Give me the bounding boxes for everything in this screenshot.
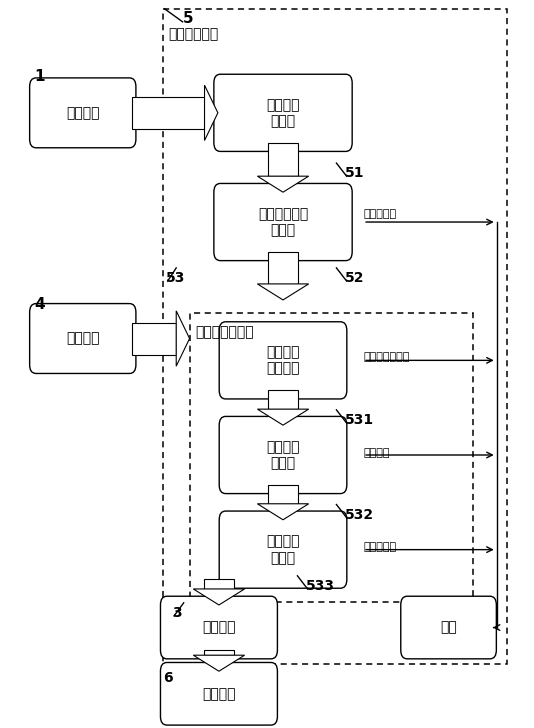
FancyBboxPatch shape (219, 416, 347, 494)
Bar (204, 650, 234, 655)
Text: 3: 3 (172, 606, 182, 620)
Polygon shape (257, 176, 309, 192)
Text: 1: 1 (35, 69, 45, 84)
Text: 532: 532 (344, 507, 374, 522)
Text: 52: 52 (344, 271, 364, 285)
FancyBboxPatch shape (160, 596, 278, 659)
FancyBboxPatch shape (400, 596, 497, 659)
Text: 交叉匹配子模块: 交叉匹配子模块 (195, 325, 254, 339)
Text: 匹配度低: 匹配度低 (363, 448, 390, 458)
Bar (163, 9, 507, 664)
Bar (204, 579, 234, 589)
Text: 模板匹配
子模块: 模板匹配 子模块 (266, 440, 300, 470)
Text: 531: 531 (344, 413, 374, 427)
FancyBboxPatch shape (219, 322, 347, 399)
Bar (268, 390, 298, 409)
Polygon shape (257, 409, 309, 425)
Polygon shape (205, 85, 218, 141)
Bar (132, 97, 205, 129)
FancyBboxPatch shape (214, 183, 352, 261)
Text: 主成分分
析子模块: 主成分分 析子模块 (266, 345, 300, 376)
Text: 模板匹配
子模块: 模板匹配 子模块 (266, 534, 300, 565)
Bar (132, 323, 176, 355)
FancyBboxPatch shape (214, 74, 352, 151)
Bar (268, 143, 298, 176)
Text: 坐标变换: 坐标变换 (202, 620, 235, 635)
FancyBboxPatch shape (30, 304, 136, 373)
Text: 无匹配原型: 无匹配原型 (363, 542, 396, 553)
Polygon shape (257, 284, 309, 300)
Bar (190, 313, 473, 602)
Text: 结果发布: 结果发布 (202, 687, 235, 701)
Text: 尺寸不匹配: 尺寸不匹配 (363, 209, 396, 219)
Bar (268, 485, 298, 504)
Text: 前景分割
子模块: 前景分割 子模块 (266, 98, 300, 128)
FancyBboxPatch shape (160, 662, 278, 725)
Text: 6: 6 (163, 671, 172, 686)
Text: 图像分析模块: 图像分析模块 (168, 27, 218, 41)
Text: 连通区域分割
子模块: 连通区域分割 子模块 (258, 207, 308, 237)
Bar (268, 252, 298, 284)
Polygon shape (193, 655, 245, 671)
Text: 53: 53 (166, 271, 185, 285)
Text: 5: 5 (183, 11, 193, 25)
Polygon shape (193, 589, 245, 605)
Text: 51: 51 (344, 166, 364, 181)
FancyBboxPatch shape (30, 78, 136, 148)
FancyBboxPatch shape (219, 511, 347, 588)
Polygon shape (257, 504, 309, 520)
Text: 533: 533 (305, 579, 334, 593)
Text: 视频图像: 视频图像 (66, 106, 99, 120)
Text: 4: 4 (35, 297, 45, 312)
Text: 训练样本: 训练样本 (66, 331, 99, 346)
Polygon shape (176, 311, 190, 366)
Text: 舍弃: 舍弃 (440, 620, 457, 635)
Text: 主成分差异过大: 主成分差异过大 (363, 352, 410, 362)
